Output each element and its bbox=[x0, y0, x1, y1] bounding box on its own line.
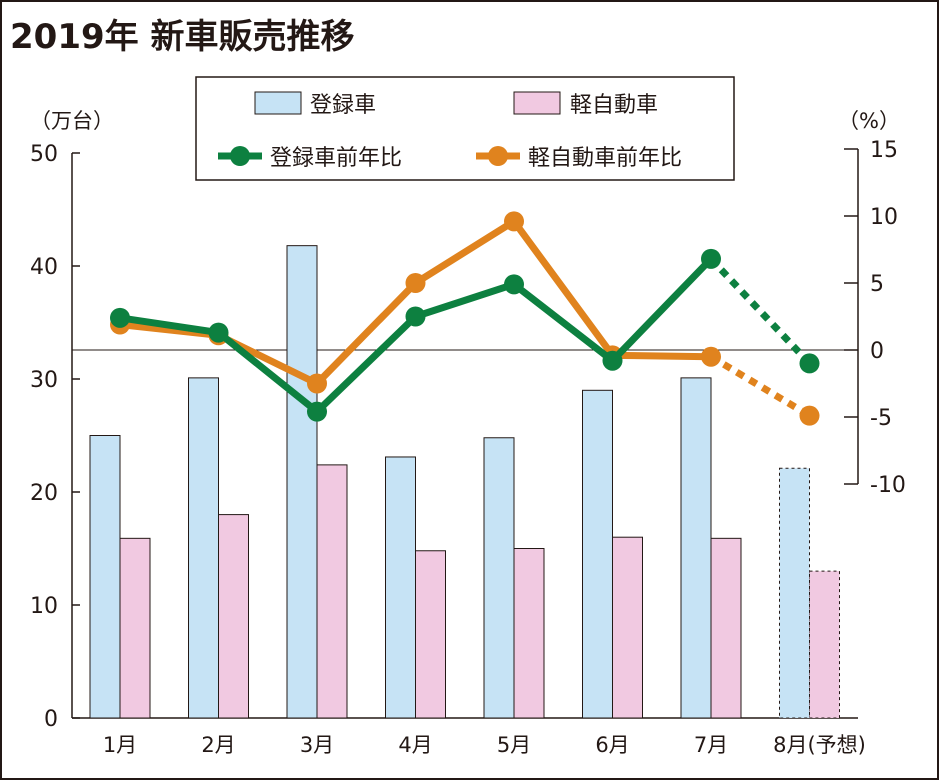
point-registered-yoy bbox=[307, 401, 327, 422]
bar-kei bbox=[710, 537, 742, 719]
bar-kei bbox=[415, 550, 446, 719]
point-kei-yoy bbox=[701, 346, 721, 367]
right-tick-label: 15 bbox=[870, 138, 898, 163]
left-tick-label: 0 bbox=[44, 707, 58, 732]
left-tick-label: 50 bbox=[30, 142, 58, 167]
line-segment-kei-yoy bbox=[609, 351, 715, 361]
bar-registered bbox=[188, 377, 219, 719]
right-axis-label: （%） bbox=[838, 109, 900, 133]
legend-label-kei: 軽自動車 bbox=[570, 93, 658, 118]
left-axis-label: （万台） bbox=[30, 109, 114, 133]
point-registered-yoy bbox=[110, 307, 130, 328]
bar-registered bbox=[89, 435, 121, 719]
line-segment-registered-yoy bbox=[412, 280, 518, 320]
right-tick-label: 5 bbox=[870, 272, 884, 297]
line-segment-registered-yoy bbox=[510, 280, 616, 365]
legend: 登録車 軽自動車 登録車前年比 軽自動車前年比 bbox=[195, 76, 735, 181]
line-segment-kei-yoy bbox=[510, 217, 616, 359]
bar-kei bbox=[119, 537, 151, 719]
line-segment-registered-yoy bbox=[215, 329, 321, 416]
line-segment-kei-yoy bbox=[709, 353, 812, 419]
point-registered-yoy bbox=[701, 248, 721, 269]
chart-title: 2019年 新車販売推移 bbox=[10, 17, 354, 57]
bar-registered bbox=[680, 377, 712, 719]
legend-label-registered: 登録車 bbox=[310, 93, 376, 118]
point-registered-yoy bbox=[799, 353, 820, 374]
legend-swatch-kei bbox=[513, 91, 561, 115]
x-tick-label: 6月 bbox=[595, 733, 629, 757]
legend-label-registered-yoy: 登録車前年比 bbox=[270, 146, 402, 171]
right-tick-label: 0 bbox=[870, 339, 884, 364]
legend-marker-registered-yoy bbox=[230, 146, 250, 166]
bar-registered bbox=[779, 467, 810, 719]
x-tick-label: 4月 bbox=[398, 733, 432, 757]
point-kei-yoy bbox=[405, 273, 426, 293]
x-tick-label: 2月 bbox=[201, 733, 235, 757]
bar-kei bbox=[218, 514, 249, 719]
line-segment-kei-yoy bbox=[313, 279, 419, 387]
left-tick-label: 30 bbox=[30, 368, 58, 393]
bar-kei bbox=[809, 570, 840, 719]
bar-registered bbox=[385, 456, 416, 719]
bar-kei bbox=[513, 548, 545, 719]
left-tick-label: 10 bbox=[30, 594, 58, 619]
point-kei-yoy bbox=[307, 373, 327, 394]
line-segment-registered-yoy bbox=[609, 255, 715, 365]
right-tick-label: 10 bbox=[870, 205, 898, 230]
legend-marker-kei-yoy bbox=[488, 146, 508, 166]
point-kei-yoy bbox=[799, 405, 820, 426]
x-tick-label: 1月 bbox=[103, 733, 137, 757]
point-registered-yoy bbox=[504, 274, 524, 295]
bar-registered bbox=[582, 389, 613, 719]
line-segment-registered-yoy bbox=[116, 314, 222, 337]
bar-kei bbox=[612, 536, 643, 719]
line-segment-kei-yoy bbox=[412, 217, 518, 287]
x-tick-label: 8月(予想) bbox=[773, 733, 866, 757]
bar-registered bbox=[286, 245, 318, 719]
point-registered-yoy bbox=[405, 306, 426, 327]
legend-label-kei-yoy: 軽自動車前年比 bbox=[528, 146, 682, 171]
right-tick-label: -5 bbox=[870, 406, 892, 431]
point-registered-yoy bbox=[208, 322, 229, 343]
right-tick-label: -10 bbox=[870, 473, 906, 498]
x-tick-label: 3月 bbox=[300, 733, 334, 757]
point-registered-yoy bbox=[602, 350, 623, 371]
left-tick-label: 40 bbox=[30, 255, 58, 280]
legend-swatch-registered bbox=[254, 91, 302, 115]
x-tick-label: 5月 bbox=[497, 733, 531, 757]
line-segment-registered-yoy bbox=[313, 313, 419, 416]
left-tick-label: 20 bbox=[30, 481, 58, 506]
x-tick-label: 7月 bbox=[694, 733, 728, 757]
bar-registered bbox=[483, 437, 515, 719]
bar-kei bbox=[316, 464, 348, 719]
point-kei-yoy bbox=[504, 211, 524, 232]
